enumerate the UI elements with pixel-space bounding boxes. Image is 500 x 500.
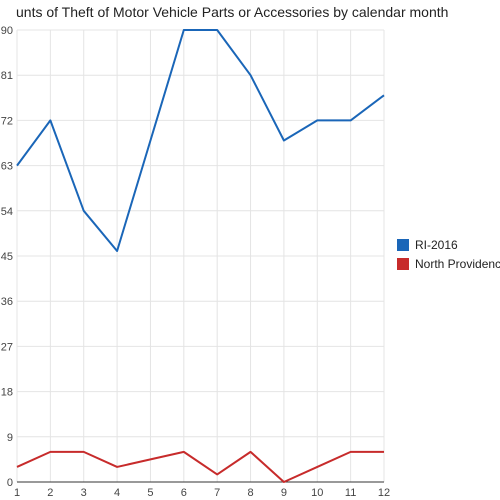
y-tick-label: 27 (1, 341, 13, 353)
y-tick-label: 72 (1, 115, 13, 127)
y-tick-label: 90 (1, 25, 13, 37)
y-tick-label: 36 (1, 296, 13, 308)
chart-title: unts of Theft of Motor Vehicle Parts or … (16, 4, 448, 20)
legend-swatch (397, 258, 409, 270)
y-axis-ticks: 0 9 18 27 36 45 54 63 72 81 90 (1, 25, 13, 489)
x-tick-label: 8 (247, 487, 253, 499)
x-axis-ticks: 1 2 3 4 5 6 7 8 9 10 11 12 (14, 487, 390, 499)
y-tick-label: 0 (7, 477, 13, 489)
x-tick-label: 1 (14, 487, 20, 499)
x-tick-label: 5 (147, 487, 153, 499)
x-tick-label: 4 (114, 487, 120, 499)
y-tick-label: 81 (1, 70, 13, 82)
x-tick-label: 2 (47, 487, 53, 499)
y-tick-label: 9 (7, 432, 13, 444)
x-tick-label: 6 (181, 487, 187, 499)
legend: RI-2016 North Providence (397, 238, 500, 271)
x-tick-label: 3 (81, 487, 87, 499)
x-tick-label: 7 (214, 487, 220, 499)
legend-swatch (397, 239, 409, 251)
x-tick-label: 10 (311, 487, 323, 499)
legend-label: North Providence (415, 257, 500, 271)
x-tick-label: 11 (345, 487, 356, 499)
legend-label: RI-2016 (415, 238, 458, 252)
y-tick-label: 45 (1, 251, 13, 263)
y-tick-label: 18 (1, 387, 13, 399)
x-tick-label: 12 (378, 487, 390, 499)
x-tick-label: 9 (281, 487, 287, 499)
series-line-1 (16, 29, 385, 252)
series-group (16, 29, 385, 483)
y-tick-label: 63 (1, 161, 13, 173)
gridlines (16, 29, 385, 482)
series-line-2 (16, 450, 384, 483)
y-tick-label: 54 (1, 206, 13, 218)
